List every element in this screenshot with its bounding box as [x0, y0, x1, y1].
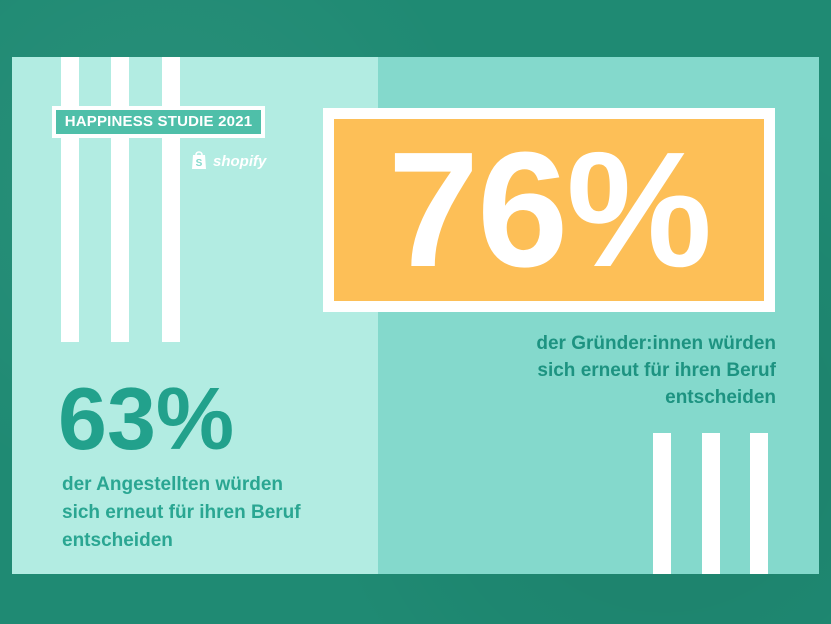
founders-stat-box: 76%	[323, 108, 775, 312]
founders-caption: der Gründer:innen würden sich erneut für…	[536, 333, 776, 408]
decorative-stripe	[162, 57, 180, 342]
shopify-logo: S shopify	[190, 149, 266, 175]
infographic-card: HAPPINESS STUDIE 2021 S shopify 76% der …	[12, 57, 819, 574]
decorative-stripe	[750, 433, 768, 574]
decorative-stripe	[702, 433, 720, 574]
svg-text:S: S	[196, 158, 203, 169]
founders-percent: 76%	[387, 118, 712, 301]
shopify-bag-icon: S	[190, 149, 208, 175]
decorative-stripe	[61, 57, 79, 342]
decorative-stripe	[653, 433, 671, 574]
employees-percent: 63%	[58, 369, 235, 468]
decorative-stripe	[111, 57, 129, 342]
employees-caption: der Angestellten würden sich erneut für …	[62, 474, 301, 551]
brand-name: shopify	[213, 153, 267, 170]
study-badge: HAPPINESS STUDIE 2021	[52, 106, 265, 138]
